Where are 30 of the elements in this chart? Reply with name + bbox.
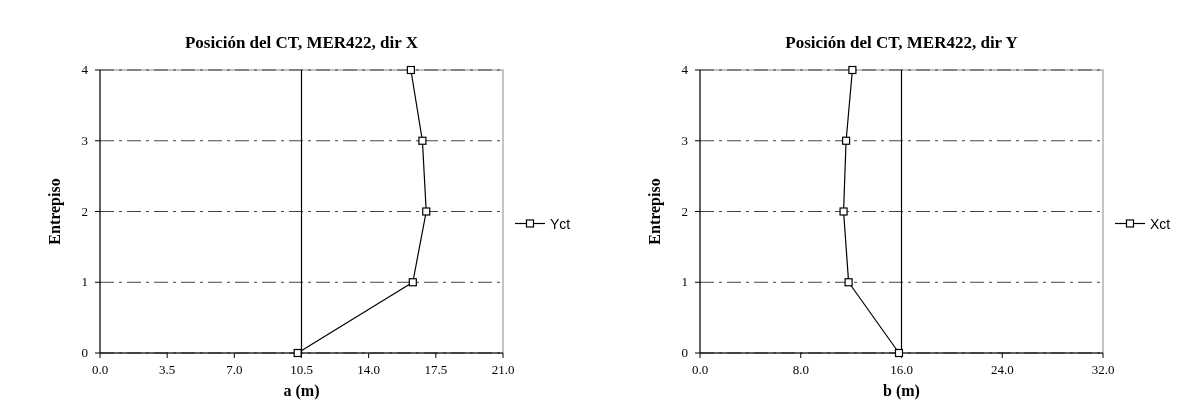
y-axis-title: Entrepiso bbox=[646, 178, 664, 245]
x-tick-label: 0.0 bbox=[91, 362, 109, 377]
legend-label: Yct bbox=[550, 215, 571, 232]
y-tick-label: 2 bbox=[81, 203, 88, 219]
x-tick-label: 32.0 bbox=[1091, 362, 1115, 377]
y-tick-label: 0 bbox=[81, 345, 88, 360]
x-tick-label: 7.0 bbox=[226, 362, 243, 377]
y-tick-label: 4 bbox=[81, 62, 89, 77]
y-tick-label: 0 bbox=[681, 345, 688, 360]
legend-label: Xct bbox=[1150, 215, 1171, 232]
y-tick-label: 3 bbox=[81, 132, 88, 148]
y-tick-label: 2 bbox=[681, 203, 688, 219]
y-tick-label: 1 bbox=[681, 274, 688, 290]
x-axis-title: a (m) bbox=[283, 382, 320, 400]
y-tick-label: 3 bbox=[681, 132, 688, 148]
x-tick-label: 17.5 bbox=[424, 362, 448, 377]
y-axis-title: Entrepiso bbox=[46, 178, 64, 245]
x-tick-label: 10.5 bbox=[290, 362, 313, 377]
x-axis-title: b (m) bbox=[883, 382, 920, 400]
x-tick-label: 21.0 bbox=[491, 362, 515, 377]
x-tick-label: 8.0 bbox=[792, 362, 809, 377]
chart-title: Posición del CT, MER422, dir X bbox=[184, 33, 419, 52]
x-tick-label: 16.0 bbox=[890, 362, 913, 377]
chart-title: Posición del CT, MER422, dir Y bbox=[785, 33, 1018, 52]
x-tick-label: 0.0 bbox=[691, 362, 709, 377]
y-tick-label: 1 bbox=[81, 274, 88, 290]
x-tick-label: 14.0 bbox=[357, 362, 381, 377]
y-tick-label: 4 bbox=[681, 62, 689, 77]
x-tick-label: 24.0 bbox=[990, 362, 1014, 377]
x-tick-label: 3.5 bbox=[159, 362, 176, 377]
